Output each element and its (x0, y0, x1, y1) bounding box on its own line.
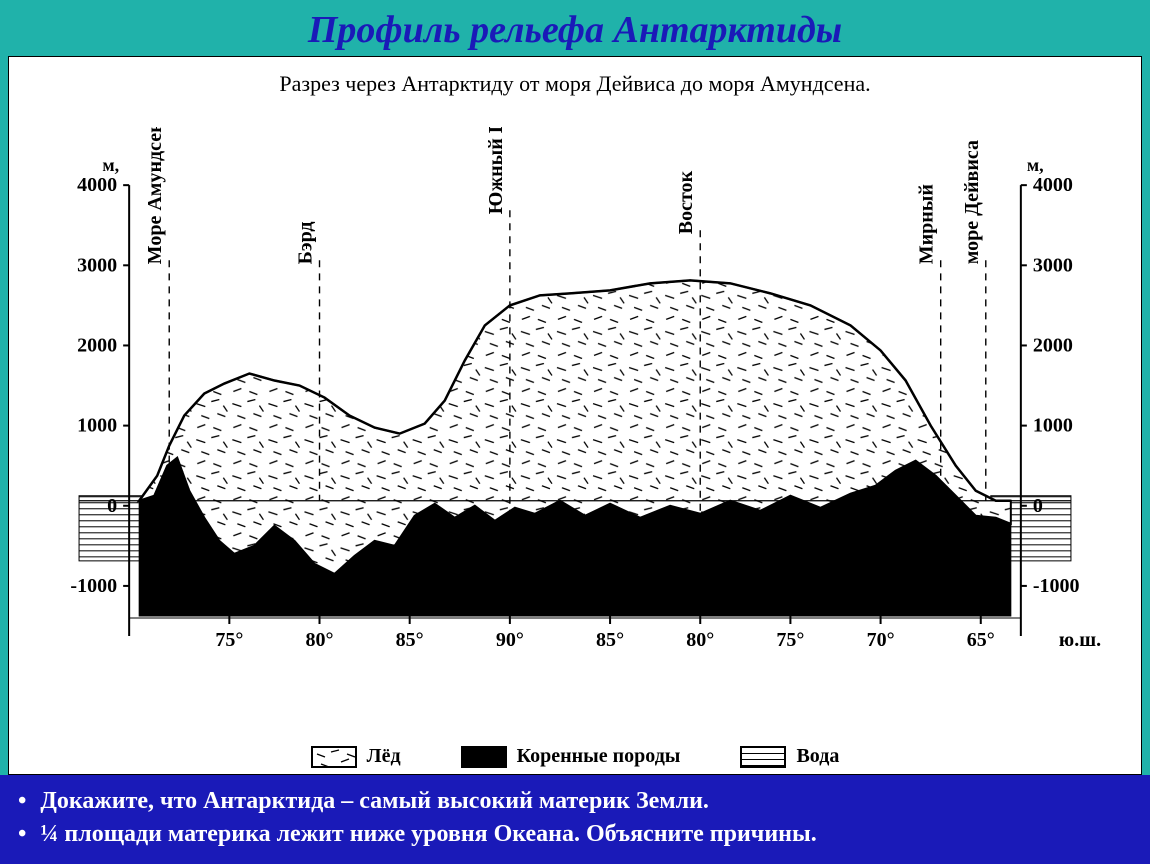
svg-text:Мирный: Мирный (916, 184, 938, 264)
diagram-subtitle: Разрез через Антарктиду от моря Дейвиса … (9, 57, 1141, 107)
svg-text:85°: 85° (596, 629, 624, 651)
footer-questions: • Докажите, что Антарктида – самый высок… (0, 775, 1150, 864)
svg-text:м,: м, (1027, 155, 1044, 175)
question-text: ¼ площади материка лежит ниже уровня Оке… (40, 818, 816, 850)
legend-label: Коренные породы (517, 745, 681, 768)
legend-label: Лёд (367, 745, 401, 768)
svg-text:Море Амундсена: Море Амундсена (144, 127, 166, 264)
svg-text:3000: 3000 (1033, 254, 1073, 276)
svg-text:-1000: -1000 (1033, 575, 1080, 597)
svg-text:Южный Полюс: Южный Полюс (485, 127, 507, 214)
svg-text:80°: 80° (686, 629, 714, 651)
svg-text:85°: 85° (396, 629, 424, 651)
svg-text:море Дейвиса: море Дейвиса (961, 140, 983, 264)
svg-text:4000: 4000 (77, 174, 117, 196)
svg-text:0: 0 (107, 495, 117, 517)
svg-text:75°: 75° (215, 629, 243, 651)
svg-text:75°: 75° (776, 629, 804, 651)
page-title: Профиль рельефа Антарктиды (0, 8, 1150, 52)
svg-text:4000: 4000 (1033, 174, 1073, 196)
slide: Профиль рельефа Антарктиды Разрез через … (0, 0, 1150, 864)
legend-item-ice: Лёд (311, 745, 401, 768)
svg-text:-1000: -1000 (70, 575, 117, 597)
diagram-frame: Разрез через Антарктиду от моря Дейвиса … (8, 56, 1142, 775)
question-text: Докажите, что Антарктида – самый высокий… (40, 785, 709, 817)
svg-text:65°: 65° (967, 629, 995, 651)
legend: Лёд Коренные породы Вода (9, 745, 1141, 768)
svg-text:ю.ш.: ю.ш. (1059, 629, 1101, 651)
chart-area: 40003000200010000-1000м,4000300020001000… (49, 127, 1101, 724)
svg-text:90°: 90° (496, 629, 524, 651)
title-bar: Профиль рельефа Антарктиды (0, 0, 1150, 56)
legend-item-water: Вода (740, 745, 839, 768)
svg-text:2000: 2000 (77, 334, 117, 356)
bullet-icon: • (18, 785, 26, 817)
svg-text:70°: 70° (867, 629, 895, 651)
svg-text:Восток: Восток (675, 170, 697, 234)
svg-text:м,: м, (102, 155, 119, 175)
svg-text:3000: 3000 (77, 254, 117, 276)
svg-text:0: 0 (1033, 495, 1043, 517)
legend-swatch-water (740, 746, 786, 768)
bullet-icon: • (18, 818, 26, 850)
question-row: • Докажите, что Антарктида – самый высок… (18, 785, 1132, 817)
svg-text:2000: 2000 (1033, 334, 1073, 356)
profile-chart: 40003000200010000-1000м,4000300020001000… (49, 127, 1101, 724)
svg-text:80°: 80° (305, 629, 333, 651)
legend-item-bedrock: Коренные породы (461, 745, 681, 768)
svg-text:Бэрд: Бэрд (294, 221, 316, 264)
legend-swatch-bedrock (461, 746, 507, 768)
svg-text:1000: 1000 (1033, 415, 1073, 437)
legend-swatch-ice (311, 746, 357, 768)
svg-text:1000: 1000 (77, 415, 117, 437)
legend-label: Вода (796, 745, 839, 768)
question-row: • ¼ площади материка лежит ниже уровня О… (18, 818, 1132, 850)
